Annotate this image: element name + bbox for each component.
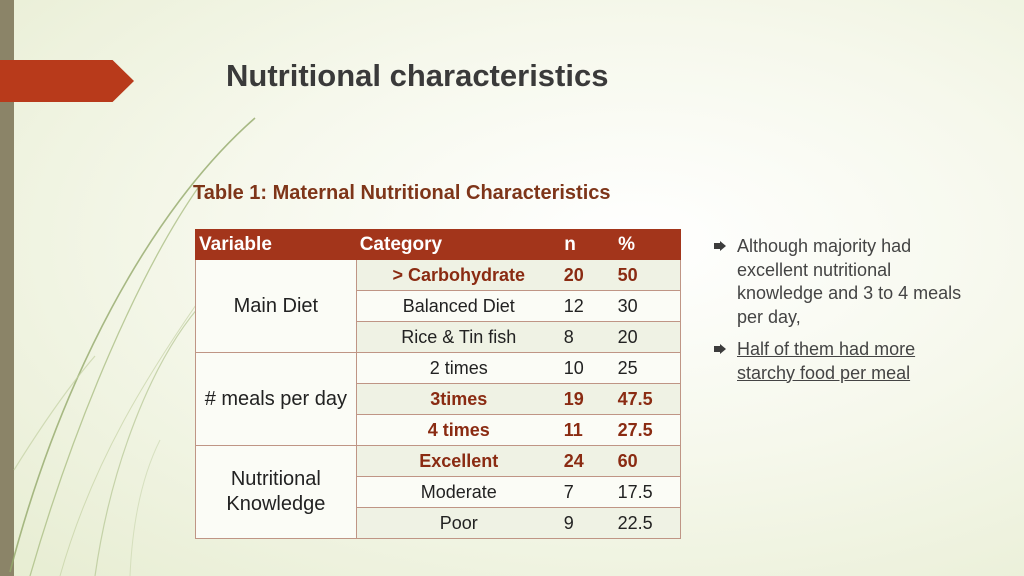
bullet-text: Although majority had excellent nutritio… <box>737 236 962 327</box>
table-row: Poor 9 22.5 <box>196 507 681 539</box>
variable-main-diet: Main Diet <box>195 259 357 353</box>
table-row: Rice & Tin fish 8 20 <box>196 321 681 353</box>
category-cell: > Carbohydrate <box>356 259 561 291</box>
percent-cell: 50 <box>614 259 681 291</box>
header-variable: Variable <box>195 229 357 260</box>
n-cell: 24 <box>560 445 615 477</box>
n-cell: 19 <box>560 383 615 415</box>
table-row: Nutritional Knowledge Excellent 24 60 <box>195 445 681 539</box>
category-cell: Poor <box>356 507 561 539</box>
table-row: Main Diet > Carbohydrate 20 50 <box>195 259 681 353</box>
bullet-item: Although majority had excellent nutritio… <box>714 235 964 329</box>
header-n: n <box>560 229 616 260</box>
category-cell: Moderate <box>356 476 561 508</box>
table-caption: Table 1: Maternal Nutritional Characteri… <box>193 182 611 204</box>
percent-cell: 30 <box>614 290 681 322</box>
table-row: Moderate 7 17.5 <box>196 476 681 508</box>
percent-cell: 22.5 <box>614 507 681 539</box>
table-row: Balanced Diet 12 30 <box>196 290 681 322</box>
n-cell: 20 <box>560 259 615 291</box>
arrow-bullet-icon <box>714 241 726 251</box>
n-cell: 7 <box>560 476 615 508</box>
category-cell: Rice & Tin fish <box>356 321 561 353</box>
title-arrow-tab <box>0 60 134 102</box>
percent-cell: 25 <box>614 352 681 384</box>
variable-meals-per-day: # meals per day <box>195 352 357 446</box>
n-cell: 8 <box>560 321 615 353</box>
percent-cell: 20 <box>614 321 681 353</box>
table-row: 3times 19 47.5 <box>196 383 681 415</box>
left-accent-bar <box>0 0 14 576</box>
n-cell: 10 <box>560 352 615 384</box>
category-cell: 4 times <box>356 414 561 446</box>
header-category: Category <box>355 229 562 260</box>
bullet-item: Half of them had more starchy food per m… <box>714 338 964 385</box>
percent-cell: 17.5 <box>614 476 681 508</box>
nutrition-table: Variable Category n % Main Diet > Carboh… <box>195 229 681 539</box>
category-cell: 2 times <box>356 352 561 384</box>
slide-title: Nutritional characteristics <box>226 58 609 93</box>
arrow-bullet-icon <box>714 344 726 354</box>
variable-nutritional-knowledge: Nutritional Knowledge <box>195 445 357 539</box>
n-cell: 12 <box>560 290 615 322</box>
category-cell: Balanced Diet <box>356 290 561 322</box>
n-cell: 9 <box>560 507 615 539</box>
category-cell: Excellent <box>356 445 561 477</box>
n-cell: 11 <box>560 414 615 446</box>
bullet-text-underlined: Half of them had more starchy food per m… <box>737 339 916 383</box>
category-cell: 3times <box>356 383 561 415</box>
header-percent: % <box>614 229 681 260</box>
percent-cell: 60 <box>614 445 681 477</box>
table-header-row: Variable Category n % <box>195 229 681 260</box>
bullet-list: Although majority had excellent nutritio… <box>714 235 964 394</box>
percent-cell: 47.5 <box>614 383 681 415</box>
table-row: 4 times 11 27.5 <box>196 414 681 446</box>
table-row: # meals per day 2 times 10 25 <box>195 352 681 446</box>
percent-cell: 27.5 <box>614 414 681 446</box>
